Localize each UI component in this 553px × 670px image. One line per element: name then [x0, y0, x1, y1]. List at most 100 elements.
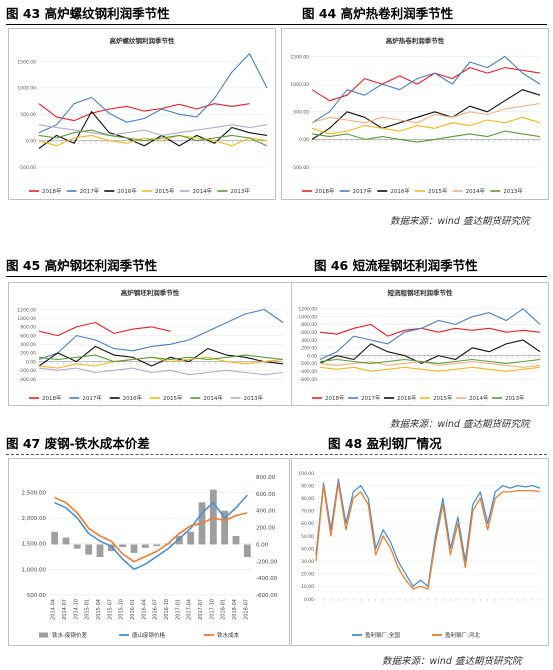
y-right-tick-label: -200.00	[256, 559, 278, 565]
legend-label: 2013年	[503, 187, 523, 195]
legend-label: 2018年	[42, 187, 62, 195]
fig44-title: 图 44 高炉热卷利润季节性	[302, 6, 454, 21]
y-tick-label: 600.00	[20, 333, 36, 339]
y-tick-label: -200.00	[19, 368, 37, 374]
y-tick-label: -600.00	[300, 377, 318, 383]
bar	[187, 531, 195, 545]
series-line	[315, 478, 541, 588]
y-left-tick-label: 500.00	[27, 593, 47, 599]
y-tick-label: 1000.00	[17, 86, 36, 92]
bar	[209, 489, 217, 545]
legend-label: 2015年	[163, 394, 183, 402]
y-left-tick-label: 1,500.00	[22, 542, 47, 548]
series-line	[54, 494, 248, 571]
rule-mid	[6, 276, 547, 277]
chart-panel-48: 100.00 90.00 80.00 70.00 60.00 50.00 40.00 30.0…	[291, 458, 549, 646]
y-tick-label: 400.00	[20, 342, 36, 348]
bar	[73, 544, 81, 549]
source-3: 数据来源：wind 盛达期货研究院	[382, 656, 522, 667]
y-tick-label: 800.00	[301, 322, 317, 328]
series-line	[319, 339, 541, 364]
bar	[119, 544, 127, 547]
series-line	[311, 89, 541, 140]
y-tick-label: 80.00	[301, 496, 314, 502]
x-tick-label: 2017-10	[209, 599, 215, 620]
source-2: 数据来源：wind 盛达期货研究院	[390, 419, 530, 430]
series-line	[319, 323, 541, 337]
y-tick-label: 1200.00	[298, 307, 317, 313]
y-tick-label: -400.00	[300, 369, 318, 375]
series-line	[319, 308, 541, 360]
y-right-tick-label: 400.00	[256, 509, 276, 515]
bar	[153, 544, 161, 547]
y-tick-label: -500.00	[19, 165, 37, 171]
legend-label: 2014年	[469, 394, 489, 402]
y-left-tick-label: 1,000.00	[22, 567, 47, 573]
x-tick-label: 2014-07	[62, 599, 68, 620]
legend-label: 铁水成本	[217, 631, 240, 639]
y-tick-label: 1200.00	[17, 307, 36, 313]
series-line	[319, 360, 541, 368]
y-tick-label: 50.00	[301, 534, 314, 540]
chart-title: 高炉钢坯利润季节性	[121, 288, 180, 297]
x-tick-label: 2018-04	[232, 599, 238, 620]
legend-label: 盈利钢厂:全国	[365, 631, 400, 639]
legend-label: 铁水-废钢价差	[52, 631, 87, 639]
chart-panel-45: 高炉钢坯利润季节性 1200.00 1000.00 800.00 600.00 400.0…	[8, 282, 292, 406]
series-line	[311, 102, 541, 124]
series-line	[38, 53, 268, 134]
x-tick-label: 2018-07	[243, 599, 249, 620]
series-line	[311, 130, 541, 143]
series-line	[319, 358, 541, 364]
y-left-tick-label: 2,000.00	[22, 516, 47, 522]
legend-label: 2014年	[193, 187, 213, 195]
bar	[175, 536, 183, 545]
y-right-tick-label: 600.00	[256, 492, 276, 498]
x-tick-label: 2016-10	[164, 599, 170, 620]
legend-label: 2016年	[390, 187, 410, 195]
y-right-tick-label: 0.00	[256, 542, 269, 548]
legend-label: 2015年	[155, 187, 175, 195]
y-tick-label: 0.00	[304, 597, 314, 603]
bar	[141, 544, 149, 548]
series-line	[311, 55, 541, 124]
series-line	[38, 129, 268, 147]
y-tick-label: 30.00	[301, 559, 314, 565]
y-tick-label: 1500.00	[17, 59, 36, 65]
bar	[107, 544, 115, 552]
chart-panel-46: 短流程钢坯利润季节性 1200.00 1000.00 800.00 600.00 400.…	[291, 282, 549, 406]
y-tick-label: 0.00	[26, 359, 36, 365]
legend-label: 盈利钢厂:河北	[445, 631, 480, 639]
legend-label: 2014年	[466, 187, 486, 195]
y-tick-label: 500.00	[20, 112, 36, 118]
legend-label: 2013年	[505, 394, 525, 402]
x-tick-label: 2014-04	[51, 599, 57, 620]
rule-top	[6, 24, 547, 25]
series-line	[311, 67, 541, 102]
y-tick-label: 1000.00	[290, 82, 309, 88]
y-tick-label: 1000.00	[298, 314, 317, 320]
x-tick-label: 2016-04	[141, 599, 147, 620]
legend-label: 2013年	[244, 394, 264, 402]
legend-swatch	[39, 632, 48, 638]
fig46-title: 图 46 短流程钢坯利润季节性	[314, 258, 478, 273]
legend-label: 2017年	[80, 187, 100, 195]
x-tick-label: 2015-01	[85, 599, 91, 620]
legend-label: 唐山废钢价格	[132, 631, 166, 639]
y-tick-label: 20.00	[301, 572, 314, 578]
y-tick-label: 200.00	[20, 351, 36, 357]
y-tick-label: -400.00	[19, 377, 37, 383]
bar	[96, 544, 104, 558]
legend-label: 2013年	[230, 187, 250, 195]
chart-47: 2,500.00 2,000.00 1,500.00 1,000.00 500.00 80…	[22, 475, 278, 639]
y-tick-label: 1500.00	[290, 54, 309, 60]
fig47-title: 图 47 废钢-铁水成本价差	[6, 436, 150, 451]
bar	[62, 537, 70, 545]
legend-label: 2016年	[123, 394, 143, 402]
fig48-title: 图 48 盈利钢厂情况	[328, 436, 442, 451]
bar	[85, 544, 93, 555]
series-line	[315, 482, 541, 590]
bar	[243, 544, 251, 558]
y-tick-label: 1000.00	[17, 316, 36, 322]
